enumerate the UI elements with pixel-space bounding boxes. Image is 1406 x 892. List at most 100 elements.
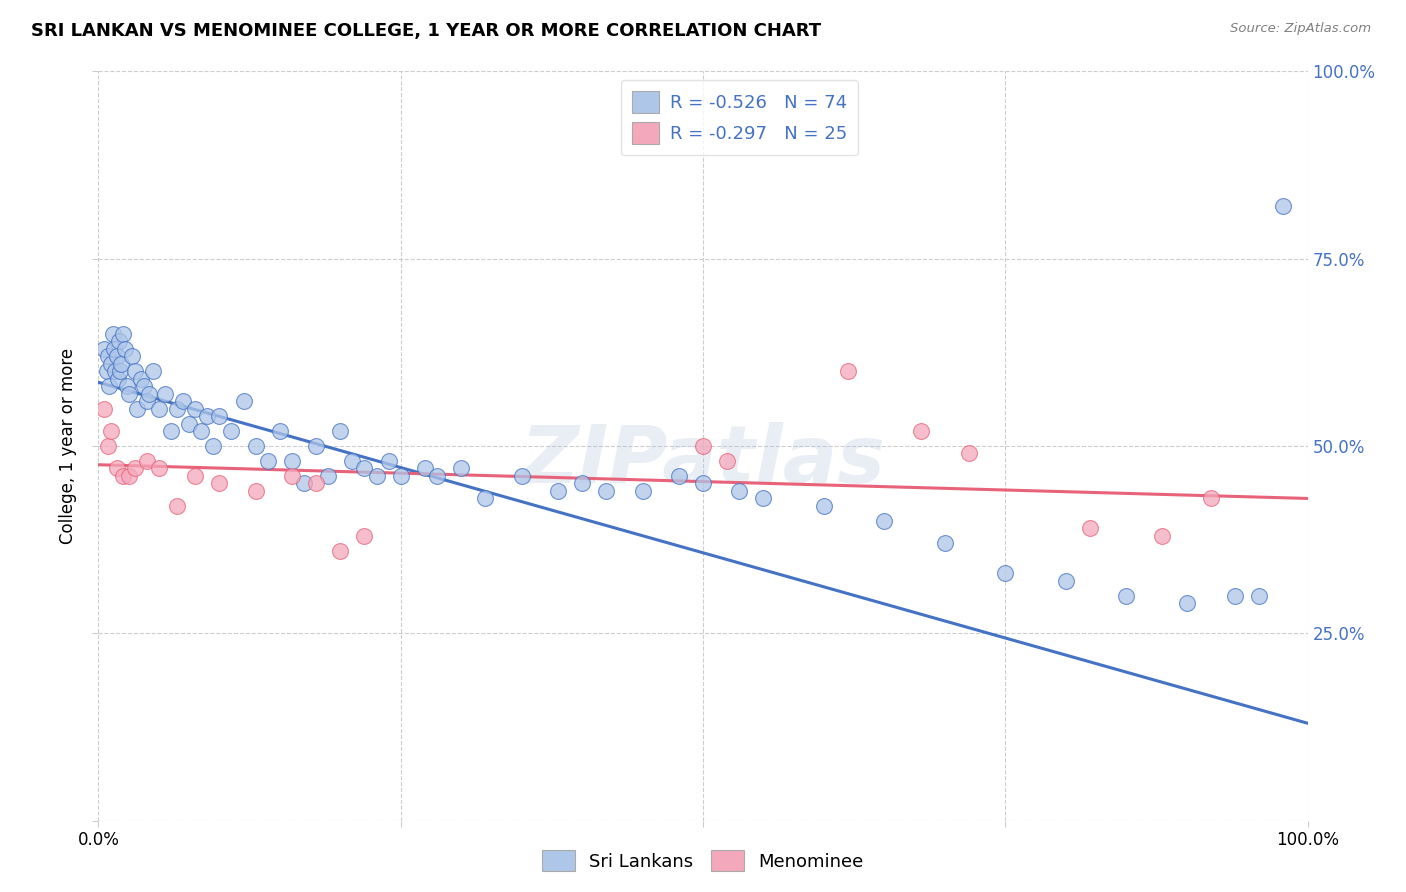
Point <box>389 469 412 483</box>
Point <box>281 469 304 483</box>
Point <box>129 371 152 385</box>
Point <box>96 364 118 378</box>
Point <box>117 379 139 393</box>
Point <box>118 386 141 401</box>
Point <box>148 401 170 416</box>
Point <box>353 461 375 475</box>
Point <box>160 424 183 438</box>
Point <box>305 439 328 453</box>
Point <box>413 461 436 475</box>
Point <box>105 461 128 475</box>
Point <box>1152 529 1174 543</box>
Point <box>474 491 496 506</box>
Point <box>232 394 254 409</box>
Point <box>134 379 156 393</box>
Point <box>305 476 328 491</box>
Point <box>208 409 231 423</box>
Point <box>1272 199 1295 213</box>
Point <box>166 499 188 513</box>
Point <box>292 476 315 491</box>
Point <box>97 439 120 453</box>
Point <box>245 483 267 498</box>
Y-axis label: College, 1 year or more: College, 1 year or more <box>59 348 77 544</box>
Point <box>329 424 352 438</box>
Point <box>121 349 143 363</box>
Text: ZIPatlas: ZIPatlas <box>520 422 886 500</box>
Point <box>184 469 207 483</box>
Point <box>957 446 980 460</box>
Point <box>668 469 690 483</box>
Point <box>103 342 125 356</box>
Point <box>510 469 533 483</box>
Point <box>124 364 146 378</box>
Point <box>1115 589 1137 603</box>
Point <box>281 454 304 468</box>
Point <box>994 566 1017 581</box>
Point <box>1175 596 1198 610</box>
Point <box>104 364 127 378</box>
Point <box>111 326 134 341</box>
Point <box>172 394 194 409</box>
Point <box>1054 574 1077 588</box>
Point <box>153 386 176 401</box>
Point <box>93 401 115 416</box>
Point <box>166 401 188 416</box>
Point <box>910 424 932 438</box>
Point <box>269 424 291 438</box>
Point <box>148 461 170 475</box>
Point <box>114 342 136 356</box>
Point <box>692 439 714 453</box>
Point <box>202 439 225 453</box>
Point <box>142 364 165 378</box>
Point <box>571 476 593 491</box>
Point <box>426 469 449 483</box>
Point <box>329 544 352 558</box>
Text: Source: ZipAtlas.com: Source: ZipAtlas.com <box>1230 22 1371 36</box>
Point <box>366 469 388 483</box>
Point <box>138 386 160 401</box>
Point <box>127 401 149 416</box>
Point <box>124 461 146 475</box>
Point <box>101 326 124 341</box>
Point <box>1078 521 1101 535</box>
Point <box>934 536 956 550</box>
Point <box>195 409 218 423</box>
Point <box>135 394 157 409</box>
Point <box>179 417 201 431</box>
Point <box>135 454 157 468</box>
Point <box>108 334 131 348</box>
Point <box>111 469 134 483</box>
Point <box>118 469 141 483</box>
Point <box>108 364 131 378</box>
Point <box>208 476 231 491</box>
Point <box>98 379 121 393</box>
Point <box>100 357 122 371</box>
Point <box>245 439 267 453</box>
Point <box>105 349 128 363</box>
Point <box>692 476 714 491</box>
Text: SRI LANKAN VS MENOMINEE COLLEGE, 1 YEAR OR MORE CORRELATION CHART: SRI LANKAN VS MENOMINEE COLLEGE, 1 YEAR … <box>31 22 821 40</box>
Point <box>716 454 738 468</box>
Point <box>100 424 122 438</box>
Point <box>450 461 472 475</box>
Point <box>752 491 775 506</box>
Point <box>221 424 243 438</box>
Point <box>873 514 896 528</box>
Point <box>184 401 207 416</box>
Point <box>1223 589 1246 603</box>
Point <box>353 529 375 543</box>
Point <box>316 469 339 483</box>
Point <box>631 483 654 498</box>
Point <box>342 454 364 468</box>
Point <box>547 483 569 498</box>
Point <box>97 349 120 363</box>
Point <box>1199 491 1222 506</box>
Legend: Sri Lankans, Menominee: Sri Lankans, Menominee <box>536 843 870 879</box>
Point <box>110 357 132 371</box>
Point <box>1249 589 1271 603</box>
Point <box>595 483 617 498</box>
Point <box>256 454 278 468</box>
Point <box>728 483 751 498</box>
Point <box>190 424 212 438</box>
Point <box>377 454 399 468</box>
